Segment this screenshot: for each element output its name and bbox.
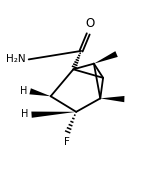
Polygon shape [100, 96, 125, 102]
Polygon shape [94, 51, 118, 64]
Text: H: H [21, 109, 28, 119]
Text: H₂N: H₂N [6, 54, 25, 64]
Text: O: O [85, 17, 94, 30]
Text: H: H [20, 86, 27, 96]
Polygon shape [31, 112, 76, 118]
Polygon shape [29, 88, 51, 96]
Text: F: F [64, 137, 70, 147]
